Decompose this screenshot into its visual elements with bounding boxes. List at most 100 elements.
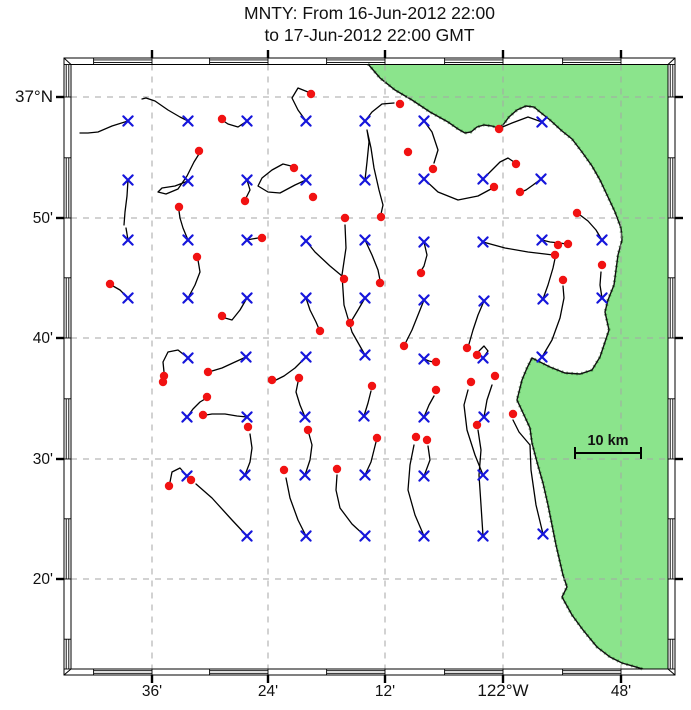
start-marker-x-icon (477, 236, 489, 248)
land-polygon (368, 64, 668, 669)
land (366, 62, 668, 671)
start-marker-x-icon (478, 411, 490, 423)
start-marker-x-icon (359, 292, 371, 304)
x-tick-label: 36' (142, 683, 162, 700)
end-marker-dot-icon (422, 435, 432, 445)
drifter-trajectory (364, 129, 384, 215)
x-tick-label: 48' (611, 683, 631, 700)
end-marker-dot-icon (240, 196, 250, 206)
coastline (367, 63, 644, 670)
end-marker-dot-icon (411, 432, 421, 442)
end-marker-dot-icon (186, 475, 196, 485)
start-marker-x-icon (596, 292, 608, 304)
start-marker-x-icon (418, 411, 430, 423)
drifter-trajectory (499, 116, 543, 129)
drifter-trajectory (304, 433, 313, 476)
gridlines (71, 64, 668, 669)
end-marker-dot-icon (376, 212, 386, 222)
y-tick-label: 40' (33, 330, 53, 347)
start-marker-x-icon (418, 353, 430, 365)
drifter-trajectory (79, 120, 129, 134)
frame-corner-miter (63, 668, 72, 676)
end-marker-dot-icon (472, 420, 482, 430)
end-marker-dot-icon (553, 240, 563, 250)
end-marker-dot-icon (515, 187, 525, 197)
end-marker-dot-icon (558, 275, 568, 285)
start-marker-x-icon (300, 115, 312, 127)
end-marker-dot-icon (198, 410, 208, 420)
drifter-trajectory (423, 445, 431, 477)
y-tick-label: 30' (33, 451, 53, 468)
scale-bar-label: 10 km (587, 433, 628, 449)
start-marker-x-icon (477, 469, 489, 481)
start-marker-x-icon (300, 292, 312, 304)
end-marker-dot-icon (217, 311, 227, 321)
y-tick-label: 20' (33, 571, 53, 588)
x-tick-label: 24' (258, 683, 278, 700)
start-marker-x-icon (241, 234, 253, 246)
drifter-trajectory (141, 97, 189, 122)
start-marker-x-icon (359, 115, 371, 127)
end-marker-dot-icon (202, 392, 212, 402)
end-marker-dot-icon (203, 367, 213, 377)
chart-title-line1: MNTY: From 16-Jun-2012 22:00 (244, 3, 495, 23)
drifter-trajectory (224, 297, 248, 321)
start-marker-x-icon (241, 411, 253, 423)
end-marker-dot-icon (339, 274, 349, 284)
drifter-trajectory (423, 178, 492, 201)
start-marker-x-icon (477, 173, 489, 185)
drifter-trajectory (407, 444, 425, 537)
drifter-trajectory (364, 441, 377, 476)
start-marker-x-icon (122, 174, 134, 186)
end-marker-dot-icon (494, 124, 504, 134)
end-markers (105, 89, 607, 491)
end-marker-dot-icon (340, 213, 350, 223)
start-marker-x-icon (182, 115, 194, 127)
end-marker-dot-icon (403, 147, 413, 157)
axis-tick-stubs (56, 50, 683, 683)
drifter-trajectory (285, 477, 307, 537)
end-marker-dot-icon (158, 377, 168, 387)
drifter-trajectory (157, 153, 200, 195)
drifter-trajectory (245, 179, 251, 199)
end-marker-dot-icon (217, 114, 227, 124)
end-marker-dot-icon (572, 208, 582, 218)
end-marker-dot-icon (489, 182, 499, 192)
frame-inner (70, 64, 669, 670)
end-marker-dot-icon (490, 371, 500, 381)
drifter-trajectory (125, 227, 129, 241)
end-marker-dot-icon (194, 146, 204, 156)
start-marker-x-icon (359, 174, 371, 186)
drifter-trajectory (211, 356, 247, 372)
frame-corner-miter (667, 57, 676, 65)
end-marker-dot-icon (462, 343, 472, 353)
start-marker-x-icon (359, 234, 371, 246)
end-marker-dot-icon (294, 373, 304, 383)
end-marker-dot-icon (174, 202, 184, 212)
start-marker-x-icon (300, 351, 312, 363)
end-marker-dot-icon (164, 481, 174, 491)
drifter-trajectory (420, 241, 428, 272)
end-marker-dot-icon (416, 268, 426, 278)
end-marker-dot-icon (243, 422, 253, 432)
drifter-trajectory (468, 300, 485, 345)
start-marker-x-icon (418, 294, 430, 306)
start-marker-x-icon (182, 234, 194, 246)
drifter-trajectory (335, 474, 366, 537)
drifter-trajectory (405, 299, 425, 343)
start-marker-x-icon (359, 530, 371, 542)
end-marker-dot-icon (315, 326, 325, 336)
end-marker-dot-icon (289, 163, 299, 173)
drifter-trajectory (257, 163, 307, 194)
end-marker-dot-icon (306, 89, 316, 99)
start-marker-x-icon (478, 295, 490, 307)
drifter-trajectory (482, 241, 554, 256)
end-marker-dot-icon (332, 464, 342, 474)
x-tick-label: 122°W (477, 681, 528, 700)
frame-corner-miter (667, 668, 676, 676)
drifter-trajectory (291, 87, 309, 122)
end-marker-dot-icon (257, 233, 267, 243)
end-marker-dot-icon (367, 381, 377, 391)
